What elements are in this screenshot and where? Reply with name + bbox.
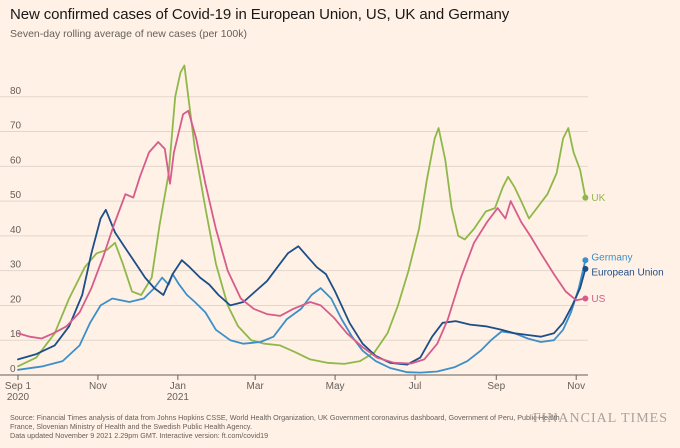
x-tick-label: Nov: [89, 381, 107, 392]
end-dot-germany: [582, 257, 589, 264]
source-line-1: Source: Financial Times analysis of data…: [10, 413, 560, 422]
y-tick-label: 30: [10, 260, 22, 271]
source-line-3: Data updated November 9 2021 2.29pm GMT.…: [10, 431, 269, 440]
series-label-germany: Germany: [591, 253, 632, 264]
series-label-uk: UK: [591, 193, 605, 204]
ft-logo: FINANCIAL TIMES: [532, 411, 668, 426]
series-label-european-union: European Union: [591, 267, 663, 278]
x-tick-year: 2021: [167, 392, 190, 403]
chart-subtitle: Seven-day rolling average of new cases (…: [10, 28, 247, 40]
series-lines: [17, 64, 587, 374]
x-tick-label: Mar: [247, 381, 265, 392]
x-tick-label: Jul: [409, 381, 422, 392]
end-dot-us: [582, 295, 589, 302]
series-line-germany: [17, 259, 587, 374]
series-line-us: [17, 109, 587, 365]
end-dot-uk: [582, 194, 589, 201]
series-labels: UK Germany European Union US: [582, 193, 664, 305]
y-tick-label: 50: [10, 190, 22, 201]
x-tick-label: Sep: [487, 381, 505, 392]
y-tick-label: 40: [10, 225, 22, 236]
gridlines: 0 10 20 30 40 50 60 70 80: [0, 86, 588, 376]
x-tick-label: Nov: [567, 381, 585, 392]
x-tick-label: Sep 1: [5, 381, 32, 392]
y-tick-label: 20: [10, 294, 22, 305]
series-label-us: US: [591, 294, 605, 305]
x-tick-label: May: [326, 381, 345, 392]
end-dot-european-union: [582, 265, 589, 272]
source-line-2: France, Slovenian Ministry of Health and…: [10, 422, 252, 431]
y-tick-label: 80: [10, 86, 22, 97]
y-tick-label: 70: [10, 121, 22, 132]
y-tick-label: 0: [10, 364, 16, 375]
y-tick-label: 60: [10, 155, 22, 166]
series-line-uk: [17, 64, 587, 368]
source-note: Source: Financial Times analysis of data…: [10, 413, 560, 440]
chart-title: New confirmed cases of Covid-19 in Europ…: [10, 6, 510, 23]
x-tick-label: Jan: [170, 381, 186, 392]
x-tick-year: 2020: [7, 392, 30, 403]
series-line-european-union: [17, 208, 587, 366]
y-tick-label: 10: [10, 329, 22, 340]
